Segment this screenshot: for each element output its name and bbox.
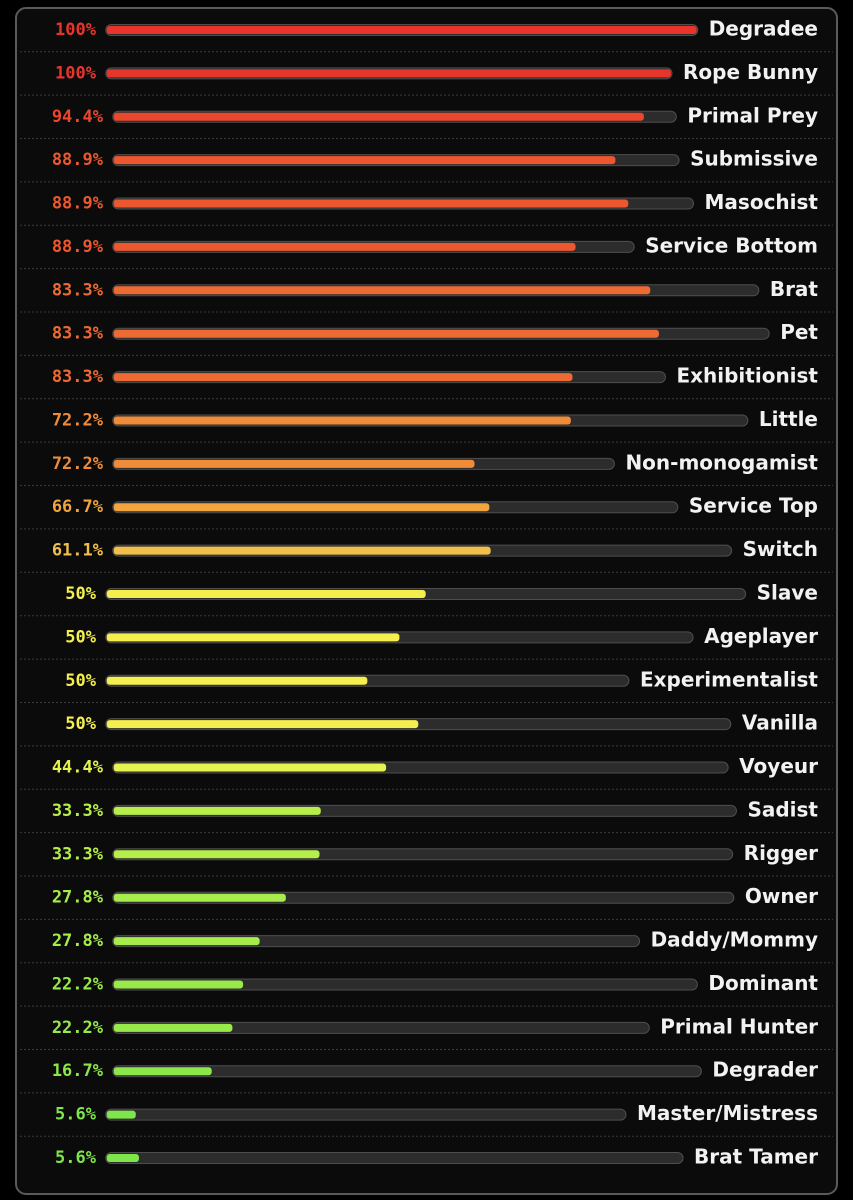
value-label: 22.2% xyxy=(52,974,104,994)
category-label: Pet xyxy=(780,320,818,344)
bar xyxy=(113,1023,233,1032)
category-label: Brat Tamer xyxy=(694,1145,818,1169)
value-label: 5.6% xyxy=(55,1148,97,1168)
category-label: Submissive xyxy=(690,147,818,171)
value-label: 61.1% xyxy=(52,541,104,561)
category-label: Non-monogamist xyxy=(625,450,818,474)
category-label: Vanilla xyxy=(742,711,818,735)
bar xyxy=(113,806,321,815)
category-label: Brat xyxy=(770,277,819,301)
bar xyxy=(106,590,426,598)
value-label: 44.4% xyxy=(52,758,104,778)
bar-track xyxy=(112,1021,650,1034)
bar xyxy=(113,937,260,946)
category-label: Ageplayer xyxy=(704,624,818,648)
value-label: 50% xyxy=(65,671,96,691)
category-label: Master/Mistress xyxy=(637,1101,818,1125)
category-label: Primal Hunter xyxy=(660,1014,818,1038)
category-label: Degradee xyxy=(709,17,818,41)
category-label: Masochist xyxy=(705,190,819,214)
bar xyxy=(113,1067,212,1076)
value-label: 50% xyxy=(65,584,96,604)
category-label: Sadist xyxy=(747,797,818,821)
bar xyxy=(113,242,576,251)
value-label: 83.3% xyxy=(52,324,104,344)
value-label: 94.4% xyxy=(52,107,104,127)
bar xyxy=(113,156,616,165)
bar xyxy=(113,416,571,425)
value-label: 27.8% xyxy=(52,888,104,908)
category-label: Rigger xyxy=(744,841,818,865)
value-label: 33.3% xyxy=(52,801,104,821)
category-label: Experimentalist xyxy=(640,667,818,691)
value-label: 83.3% xyxy=(52,367,104,387)
value-label: 5.6% xyxy=(55,1105,97,1125)
value-label: 50% xyxy=(65,714,96,734)
category-label: Primal Prey xyxy=(687,103,818,127)
bar-track xyxy=(112,978,698,991)
value-label: 72.2% xyxy=(52,454,104,474)
bar xyxy=(106,26,697,34)
value-label: 88.9% xyxy=(52,237,104,257)
value-label: 72.2% xyxy=(52,410,104,430)
bar xyxy=(113,850,320,859)
category-label: Voyeur xyxy=(739,754,818,778)
bar xyxy=(113,980,244,989)
bar xyxy=(113,199,629,208)
category-label: Owner xyxy=(745,884,818,908)
bar-track xyxy=(112,1065,702,1078)
value-label: 88.9% xyxy=(52,194,104,214)
bar xyxy=(113,329,659,338)
bar xyxy=(113,459,475,468)
bar xyxy=(106,720,419,729)
category-label: Rope Bunny xyxy=(683,60,818,84)
category-label: Daddy/Mommy xyxy=(651,928,818,952)
value-label: 100% xyxy=(55,63,97,83)
category-label: Slave xyxy=(757,581,818,605)
value-label: 22.2% xyxy=(52,1018,104,1038)
bar xyxy=(113,546,491,555)
bar xyxy=(106,676,368,685)
category-label: Little xyxy=(759,407,818,431)
category-label: Service Top xyxy=(689,494,818,518)
category-label: Service Bottom xyxy=(645,233,818,257)
bar-track xyxy=(105,1152,684,1164)
value-label: 100% xyxy=(55,20,97,40)
bar xyxy=(113,112,644,121)
bar xyxy=(113,893,286,902)
category-label: Switch xyxy=(743,537,818,561)
category-label: Exhibitionist xyxy=(676,364,818,388)
bar xyxy=(106,633,400,642)
bar xyxy=(113,286,651,295)
bar xyxy=(106,1154,139,1162)
value-label: 50% xyxy=(65,627,96,647)
bar xyxy=(113,373,573,382)
category-label: Dominant xyxy=(708,971,818,995)
bar xyxy=(106,69,672,78)
value-label: 33.3% xyxy=(52,844,104,864)
bar xyxy=(113,763,387,772)
value-label: 27.8% xyxy=(52,931,104,951)
bar-track xyxy=(105,1108,627,1121)
value-label: 88.9% xyxy=(52,150,104,170)
bar xyxy=(106,1110,136,1119)
bar xyxy=(113,503,490,512)
value-label: 83.3% xyxy=(52,280,104,300)
value-label: 16.7% xyxy=(52,1061,104,1081)
category-label: Degrader xyxy=(712,1058,818,1082)
value-label: 66.7% xyxy=(52,497,104,517)
